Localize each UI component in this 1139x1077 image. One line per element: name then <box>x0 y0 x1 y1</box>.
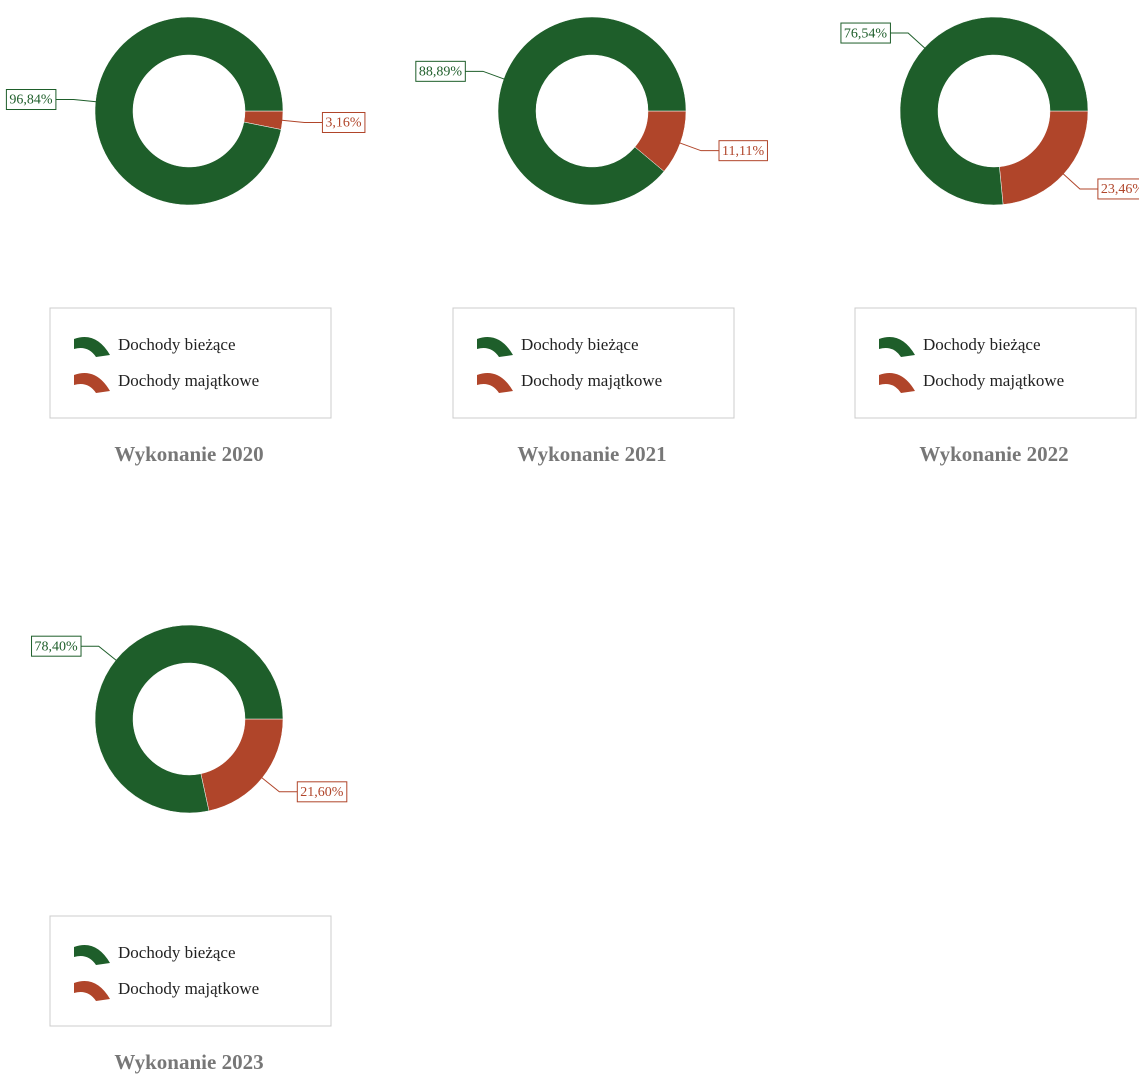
legend-label: Dochody bieżące <box>118 335 236 354</box>
legend-box <box>854 307 1137 419</box>
legend-label: Dochody majątkowe <box>923 371 1064 390</box>
donut-slice <box>94 16 284 206</box>
label-box <box>1097 178 1139 200</box>
leader-line <box>80 645 118 662</box>
legend-icon <box>477 337 513 357</box>
leader-line <box>1061 172 1098 190</box>
legend-label: Dochody majątkowe <box>118 979 259 998</box>
label-box <box>296 781 348 803</box>
data-label: 96,84% <box>9 93 53 108</box>
leader-line <box>890 32 927 50</box>
legend-label: Dochody bieżące <box>118 943 236 962</box>
legend-label: Dochody majątkowe <box>118 371 259 390</box>
label-box <box>718 140 768 162</box>
label-box <box>5 89 57 111</box>
donut-chart: 11,11% 88,89% Dochody bieżące Dochody mająt… <box>415 16 768 466</box>
legend-box <box>452 307 735 419</box>
data-label: 78,40% <box>35 639 79 654</box>
label-box <box>415 60 466 82</box>
donut-slice <box>200 718 284 812</box>
legend-icon <box>74 337 110 357</box>
donut-chart: 23,46% 76,54% Dochody bieżące Dochody mająt… <box>840 16 1139 466</box>
leader-line <box>260 776 298 793</box>
chart-title: Wykonanie 2020 <box>114 442 263 466</box>
leader-line <box>55 99 98 103</box>
data-label: 23,46% <box>1101 182 1139 197</box>
leader-line <box>678 141 720 152</box>
donut-slice <box>999 110 1089 205</box>
data-label: 3,16% <box>325 116 362 131</box>
donut-slice <box>94 624 284 814</box>
data-label: 76,54% <box>844 26 888 41</box>
legend-label: Dochody bieżące <box>521 335 639 354</box>
legend-icon <box>879 373 915 393</box>
chart-title: Wykonanie 2021 <box>517 442 666 466</box>
donut-slice <box>497 16 687 206</box>
data-label: 21,60% <box>300 785 344 800</box>
donut-chart: 21,60% 78,40% Dochody bieżące Dochody mająt… <box>31 624 348 1074</box>
legend-icon <box>74 373 110 393</box>
legend-icon <box>74 945 110 965</box>
legend-label: Dochody majątkowe <box>521 371 662 390</box>
legend-icon <box>74 981 110 1001</box>
donut-slice <box>899 16 1089 206</box>
legend-icon <box>477 373 513 393</box>
donut-chart: 3,16% 96,84% Dochody bieżące Dochody majątk… <box>5 16 366 466</box>
chart-title: Wykonanie 2023 <box>114 1050 263 1074</box>
label-box <box>31 635 82 657</box>
leader-line <box>464 70 506 81</box>
data-label: 11,11% <box>722 144 764 159</box>
label-box <box>321 111 366 133</box>
legend-icon <box>879 337 915 357</box>
legend-label: Dochody bieżące <box>923 335 1041 354</box>
legend-box <box>49 915 332 1027</box>
label-box <box>840 22 891 44</box>
leader-line <box>280 119 323 123</box>
legend-box <box>49 307 332 419</box>
data-label: 88,89% <box>419 65 463 80</box>
chart-title: Wykonanie 2022 <box>919 442 1068 466</box>
